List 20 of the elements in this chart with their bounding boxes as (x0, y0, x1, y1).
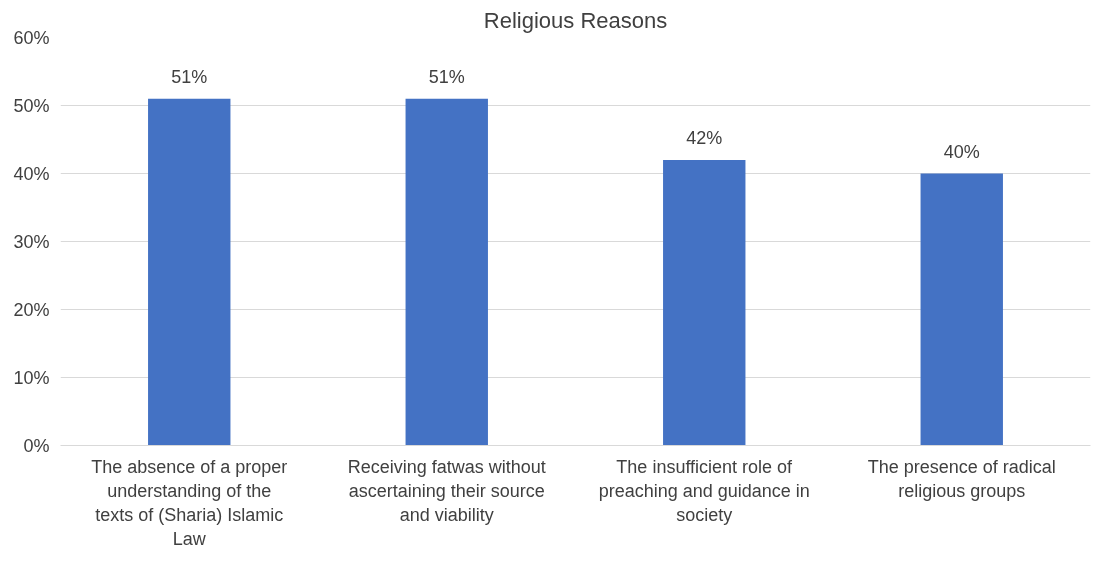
y-tick-label: 30% (13, 231, 50, 252)
y-tick-label: 40% (13, 163, 50, 184)
y-tick-label: 20% (13, 299, 50, 320)
y-tick-label: 10% (13, 367, 50, 388)
chart-title: Religious Reasons (483, 7, 668, 33)
y-tick-label: 0% (23, 435, 50, 456)
data-label: 51% (171, 66, 208, 87)
bar (405, 98, 488, 446)
data-label: 51% (428, 66, 465, 87)
x-tick-label: Receiving fatwas without ascertaining their source and viability (347, 456, 546, 525)
y-tick-label: 60% (13, 27, 50, 48)
x-tick-label: The presence of radical religious groups (867, 456, 1056, 501)
y-tick-label: 50% (13, 95, 50, 116)
bar (663, 159, 746, 446)
x-tick-label: The insufficient role of preaching and guidance in society (598, 456, 810, 525)
bar (148, 98, 231, 446)
data-label: 40% (943, 141, 980, 162)
data-label: 42% (686, 127, 723, 148)
bar (920, 173, 1003, 446)
x-tick-label: The absence of a proper understanding of the texts of (Sharia) Islamic Law (91, 456, 288, 549)
